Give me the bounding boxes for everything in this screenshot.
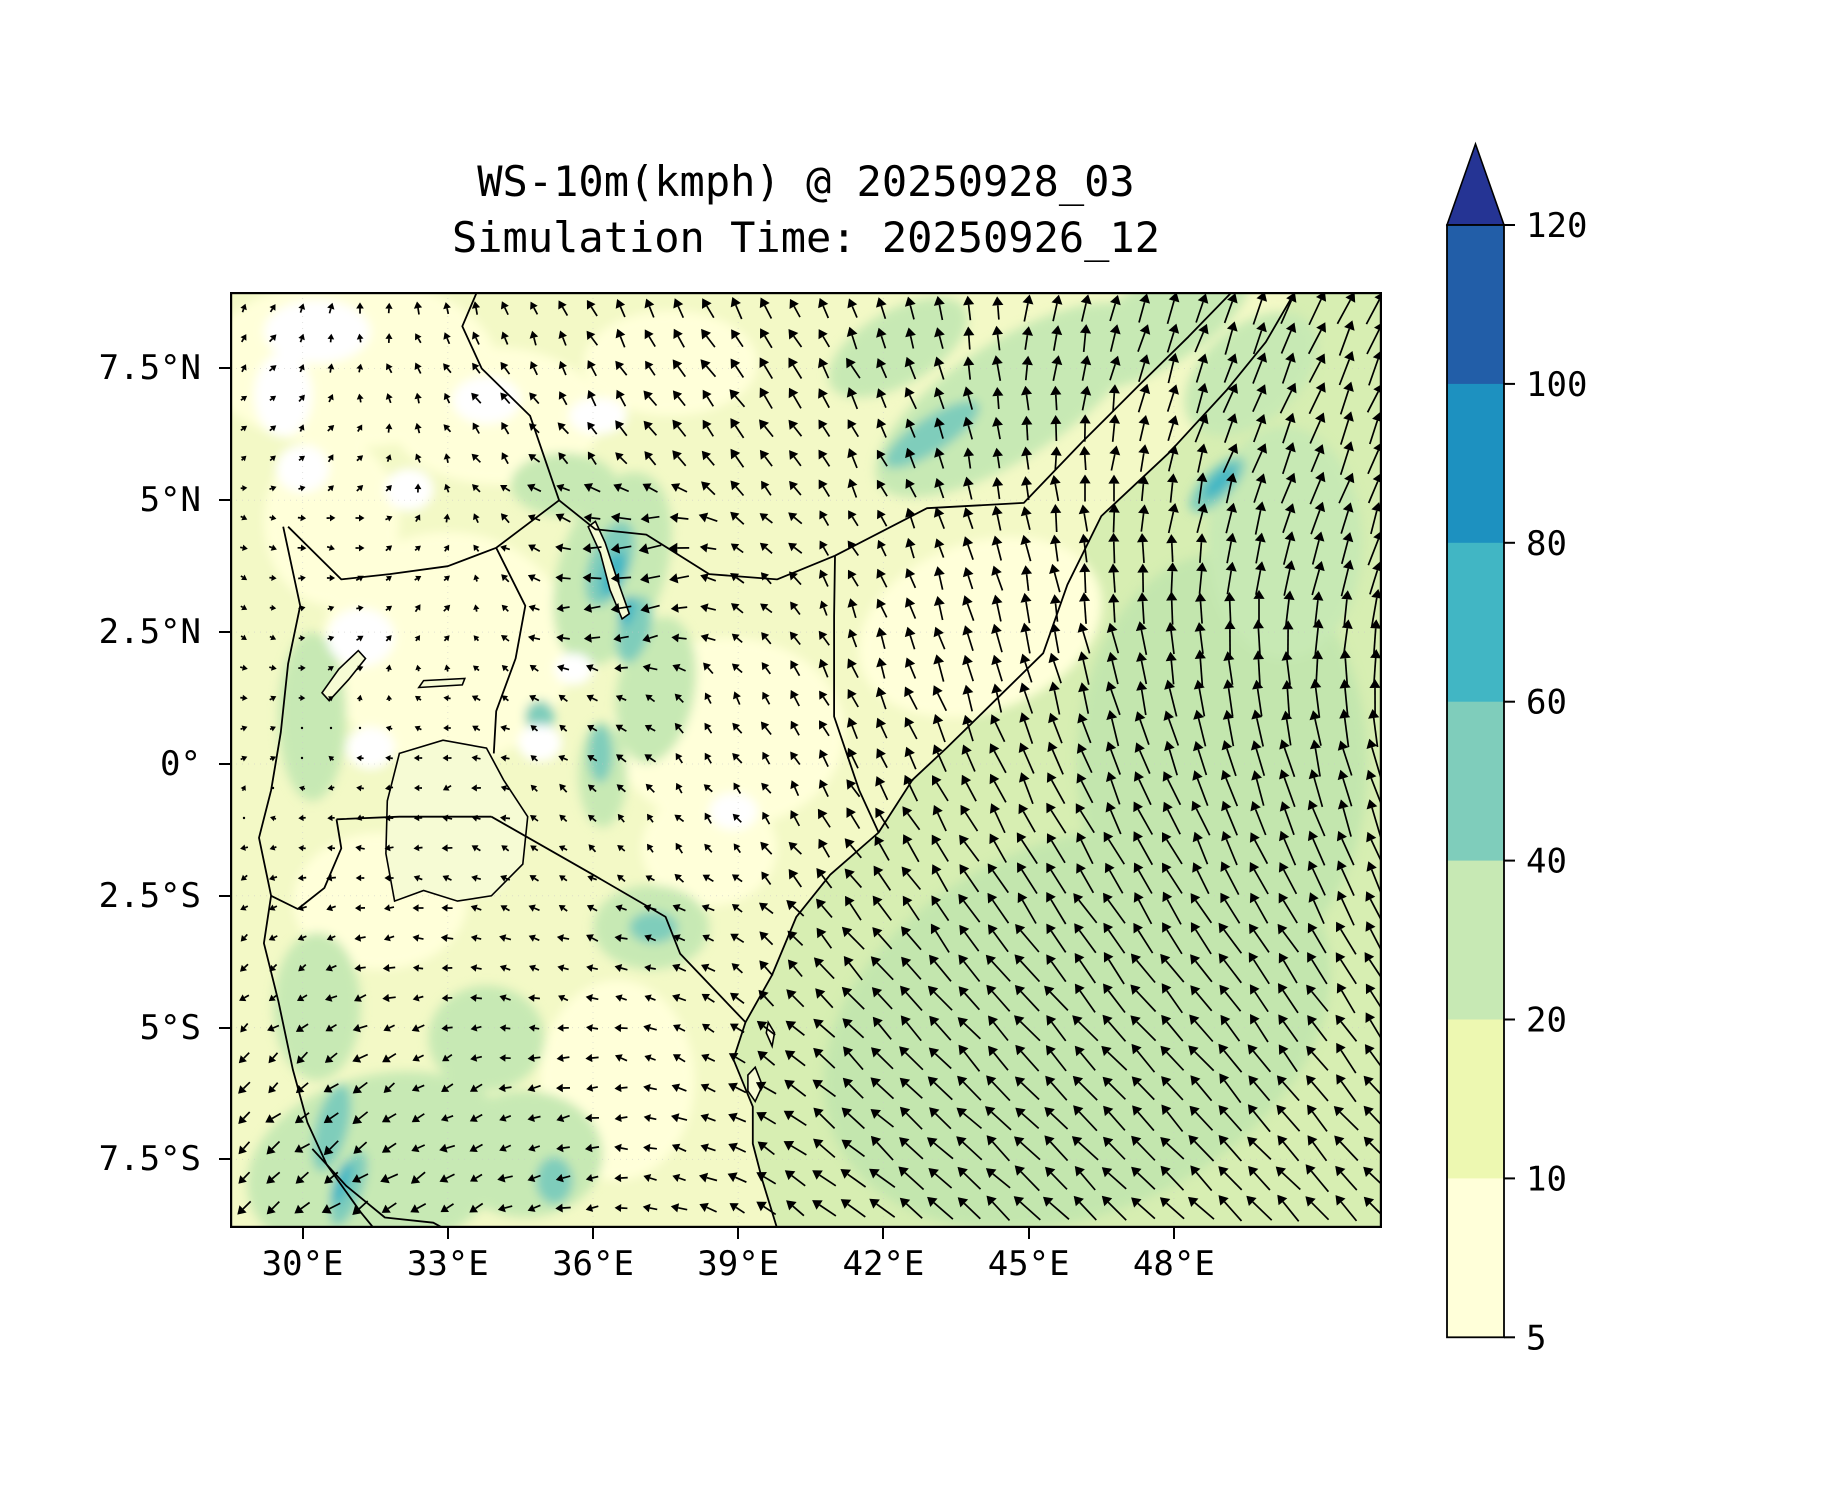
colorbar-tick-label: 100 <box>1526 365 1587 405</box>
y-tick-label: 2.5°S <box>98 875 201 916</box>
country-border <box>270 819 343 910</box>
plot-frame <box>230 292 1382 1228</box>
y-tick-label: 2.5°N <box>98 612 201 653</box>
lakes <box>320 520 776 1104</box>
x-tick-label: 36°E <box>552 1244 634 1284</box>
country-border <box>558 499 836 581</box>
gridlines <box>230 292 1382 1228</box>
x-tick-label: 33°E <box>406 1244 489 1284</box>
colorbar-extend-triangle <box>1445 141 1506 226</box>
colorbar-tick-label: 120 <box>1526 206 1587 246</box>
colorbar-tick-label: 60 <box>1526 683 1567 723</box>
country-border <box>258 526 375 1228</box>
coastline <box>732 292 1296 1228</box>
x-tick-label: 45°E <box>987 1244 1070 1284</box>
y-tick-label: 5°S <box>139 1007 201 1048</box>
colorbar-tick-label: 40 <box>1526 842 1567 882</box>
x-tick-label: 39°E <box>697 1244 780 1284</box>
y-tick-label: 7.5°S <box>98 1139 201 1180</box>
map-plot-area <box>230 292 1382 1228</box>
country-border <box>492 547 527 754</box>
country-border <box>461 292 560 501</box>
x-tick-label: 48°E <box>1132 1244 1215 1284</box>
colorbar-tick-label: 80 <box>1526 524 1567 564</box>
colorbar-tick-label: 5 <box>1526 1318 1546 1358</box>
y-tick-label: 0° <box>160 743 201 784</box>
wind-vectors <box>237 292 1382 1222</box>
country-border <box>287 499 560 581</box>
country-border <box>490 815 747 1023</box>
x-tick-label: 42°E <box>842 1244 925 1284</box>
y-tick-label: 5°N <box>139 480 201 521</box>
country-border <box>833 555 880 833</box>
colorbar-tick-label: 10 <box>1526 1159 1567 1199</box>
chart-subtitle: Simulation Time: 20250926_12 <box>451 213 1160 262</box>
colorbar: 5 10 20 40 60 80 100 120 <box>1440 140 1625 1387</box>
chart-title: WS-10m(kmph) @ 20250928_03 <box>477 157 1135 206</box>
colorbar-tick-label: 20 <box>1526 1001 1567 1041</box>
country-border <box>834 292 1233 557</box>
x-tick-label: 30°E <box>261 1244 344 1284</box>
y-tick-label: 7.5°N <box>98 348 201 389</box>
